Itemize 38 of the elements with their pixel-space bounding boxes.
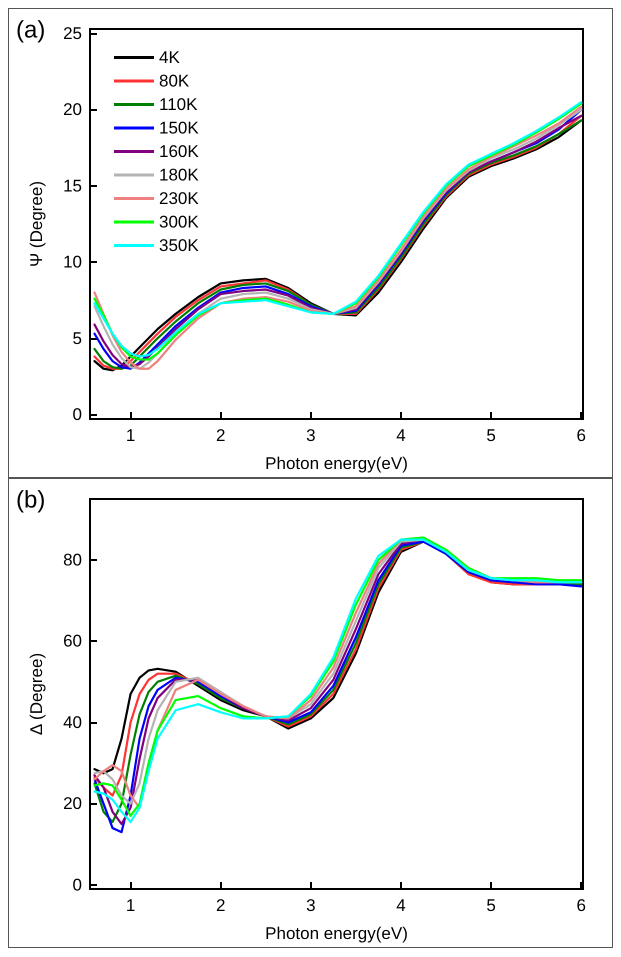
x-tick-label: 2 <box>216 426 226 445</box>
legend-label: 180K <box>159 166 200 184</box>
x-tick-label: 1 <box>126 426 136 445</box>
y-tick-label: 10 <box>63 252 82 272</box>
y-axis-title: Δ (Degree) <box>27 652 46 736</box>
legend-label: 160K <box>159 142 200 161</box>
x-tick-label: 2 <box>216 896 226 915</box>
x-tick-label: 4 <box>396 896 406 915</box>
legend-label: 300K <box>159 212 200 232</box>
x-tick-label: 1 <box>126 896 136 915</box>
y-tick-label: 5 <box>72 328 82 348</box>
y-axis-title: Ψ (Degree) <box>27 180 46 268</box>
y-tick-label: 80 <box>63 550 82 570</box>
chart-title: (a) <box>16 16 46 44</box>
x-axis-title: Photon energy(eV) <box>265 454 408 473</box>
x-tick-label: 3 <box>306 896 316 915</box>
y-tick-label: 20 <box>63 794 82 814</box>
x-tick-label: 6 <box>576 426 586 445</box>
y-tick-label: 15 <box>63 176 82 196</box>
chart-title: (b) <box>16 486 46 514</box>
legend-label: 150K <box>159 118 200 138</box>
legend-label: 4K <box>159 48 180 67</box>
x-tick-label: 5 <box>486 426 496 445</box>
x-tick-label: 6 <box>576 896 586 915</box>
y-tick-label: 0 <box>72 875 82 894</box>
legend-label: 80K <box>159 72 190 90</box>
x-axis-title: Photon energy(eV) <box>265 924 408 943</box>
legend-label: 350K <box>159 236 200 255</box>
x-tick-label: 5 <box>486 896 496 915</box>
y-tick-label: 25 <box>63 24 82 44</box>
y-tick-label: 40 <box>63 712 82 732</box>
y-tick-label: 0 <box>72 404 82 424</box>
x-tick-label: 3 <box>306 426 316 445</box>
y-tick-label: 20 <box>63 100 82 120</box>
x-tick-label: 4 <box>396 426 406 445</box>
legend-label: 110K <box>159 95 198 114</box>
legend-label: 230K <box>159 189 200 208</box>
y-tick-label: 60 <box>63 632 82 651</box>
